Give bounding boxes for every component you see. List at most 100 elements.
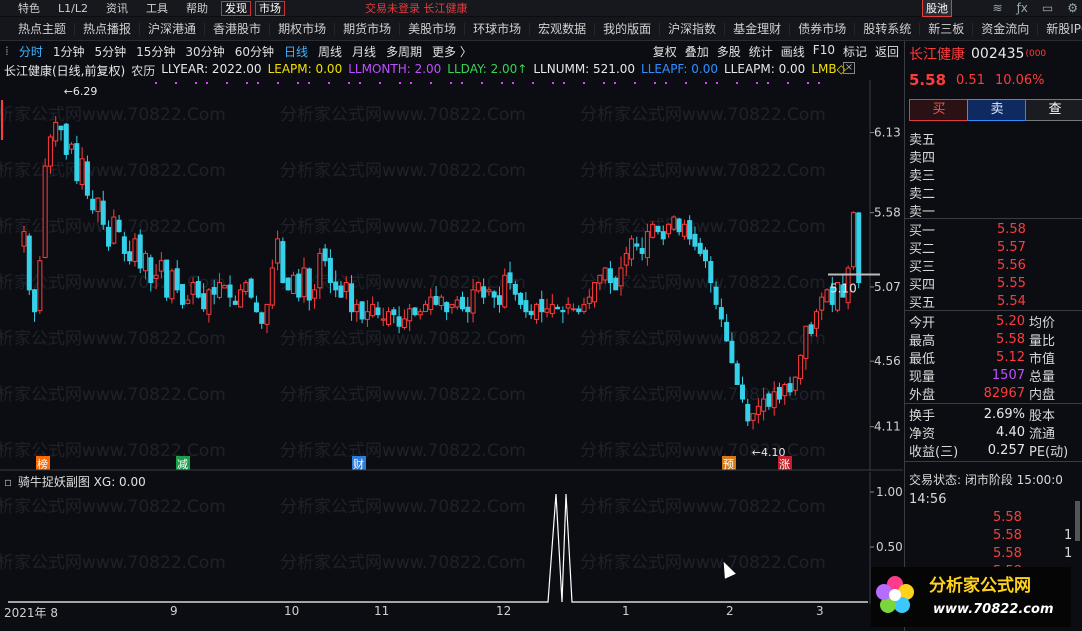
event-badge[interactable]: 预 (722, 456, 736, 471)
period-tab[interactable]: 15分钟 (136, 44, 176, 59)
candle-body (470, 289, 476, 314)
settings-icon[interactable]: ⚙ (1067, 1, 1078, 15)
candlestick-chart[interactable]: 6.13 5.58 5.07 4.56 4.11 ←6.29 ←4.10 5.10 榜 减 财 预 涨 (0, 80, 903, 471)
calendar-dot (552, 82, 554, 84)
candle-body (106, 226, 112, 247)
candle-body (544, 308, 550, 313)
menu-item-tools[interactable]: 工具 (145, 2, 168, 15)
top-menubar: 特色 L1/L2 资讯 工具 帮助 发现 市场 交易未登录 长江健康 股池 (0, 0, 1082, 17)
period-tab[interactable]: 60分钟 (234, 44, 274, 59)
x-tick-label: 2021年 8 (4, 606, 58, 620)
tool-button[interactable]: 多股 (716, 44, 741, 59)
nav-item[interactable]: 股转系统 (855, 22, 921, 35)
nav-item[interactable]: 基金理财 (725, 22, 791, 35)
period-tab[interactable]: 5分钟 (94, 44, 127, 59)
query-button[interactable]: 查 (1025, 99, 1082, 121)
nav-item[interactable]: 沪深指数 (660, 22, 726, 35)
y-tick-label: 4.56 (874, 354, 901, 368)
buy-button[interactable]: 买 (909, 99, 969, 121)
quote-panel: 长江健康 002435 (000 5.58 0.51 10.06% 买 卖 查 … (904, 41, 1082, 631)
period-tab[interactable]: 月线 (352, 44, 377, 59)
event-badge-label: 榜 (37, 457, 48, 471)
market-button[interactable]: 市场 (254, 0, 285, 16)
event-badge[interactable]: 榜 (36, 456, 50, 471)
stat-label: 内盘 (1029, 387, 1056, 403)
tool-button[interactable]: 复权 (652, 44, 677, 59)
discover-button[interactable]: 发现 (220, 0, 251, 16)
period-tab[interactable]: 分时 (18, 44, 43, 59)
calendar-dot (328, 82, 330, 84)
grid-icon[interactable]: ⁞ (5, 44, 9, 58)
candle-body (121, 236, 127, 254)
indicator-line: 长江健康(日线,前复权) 农历 LLYEAR: 2022.00 LEAPM: 0… (4, 62, 864, 80)
xg-signal-line (8, 493, 868, 603)
ask-row: 卖一 (909, 201, 1080, 220)
period-tab[interactable]: 更多 〉 (432, 44, 472, 59)
nav-item[interactable]: 新三板 (920, 22, 974, 35)
scrollbar[interactable] (1075, 501, 1080, 541)
event-badge[interactable]: 涨 (778, 456, 792, 471)
period-tab[interactable]: 周线 (317, 44, 342, 59)
monitor-icon[interactable]: ▭ (1041, 1, 1054, 15)
event-badge[interactable]: 减 (176, 456, 190, 471)
tool-button[interactable]: 返回 (874, 44, 899, 59)
candle-body (253, 302, 259, 313)
candle-body (555, 306, 561, 310)
period-tab[interactable]: 1分钟 (52, 44, 85, 59)
period-tab[interactable]: 30分钟 (185, 44, 225, 59)
candle-body (190, 282, 196, 295)
menu-item-news[interactable]: 资讯 (105, 2, 128, 15)
stat-value: 5.12 (996, 349, 1025, 365)
nav-item[interactable]: 美股市场 (400, 22, 466, 35)
tool-button[interactable]: 画线 (780, 44, 805, 59)
event-badge[interactable]: 财 (352, 456, 366, 471)
candle-body (782, 383, 788, 397)
sub-indicator-chart[interactable]: 1.00 0.50 (0, 472, 903, 604)
nav-item[interactable]: 资金流向 (973, 22, 1039, 35)
nav-item[interactable]: 香港股市 (205, 22, 271, 35)
nav-item[interactable]: 宏观数据 (530, 22, 596, 35)
candle-body (618, 267, 624, 287)
event-badge-bg (352, 456, 366, 470)
ask-row: 卖五 (909, 129, 1080, 148)
chart-close-icon[interactable]: ▫ (4, 475, 13, 489)
bid-label: 买一 (909, 223, 936, 239)
period-tab[interactable]: 多周期 (386, 44, 423, 59)
candle-body (623, 252, 629, 266)
stat-row: 今开 5.20 均价 (909, 312, 1080, 331)
stock-pool-button[interactable]: 股池 (922, 0, 952, 17)
candle-body (132, 238, 138, 262)
nav-item[interactable]: 我的版面 (595, 22, 661, 35)
candle-body (639, 248, 645, 254)
candle-body (417, 311, 423, 316)
nav-item[interactable]: 环球市场 (465, 22, 531, 35)
sell-button[interactable]: 卖 (967, 99, 1027, 121)
nav-item[interactable]: 期权市场 (270, 22, 336, 35)
nav-item[interactable]: 沪深港通 (140, 22, 206, 35)
tool-button[interactable]: 统计 (748, 44, 773, 59)
nav-item[interactable]: 热点播报 (75, 22, 141, 35)
formula-icon[interactable]: ƒx (1016, 1, 1028, 15)
chart-close-icon[interactable]: × (843, 62, 855, 74)
candle-body (143, 252, 149, 272)
tool-button[interactable]: 标记 (842, 44, 867, 59)
window-controls: ≋ ƒx ▭ ⚙ (993, 1, 1079, 15)
menu-item-help[interactable]: 帮助 (185, 2, 208, 15)
nav-item[interactable]: 热点主题 (0, 22, 76, 35)
candle-body (824, 289, 830, 303)
candle-body (306, 268, 312, 301)
nav-item[interactable]: 债券市场 (790, 22, 856, 35)
tool-button[interactable]: 叠加 (684, 44, 709, 59)
stat-value: 4.40 (996, 424, 1025, 440)
menu-item-featured[interactable]: 特色 (18, 2, 40, 15)
y-tick-label: 0.50 (876, 540, 903, 554)
period-tab[interactable]: 日线 (283, 44, 308, 59)
price-change: 0.51 (956, 72, 985, 88)
layers-icon[interactable]: ≋ (992, 1, 1003, 15)
indicator-value: LMB◇ (811, 62, 846, 76)
candle-body (565, 303, 571, 309)
tool-button[interactable]: F10 (812, 42, 835, 57)
nav-item[interactable]: 期货市场 (335, 22, 401, 35)
menu-item-l1l2[interactable]: L1/L2 (58, 1, 88, 15)
nav-item[interactable]: 新股IPO (1038, 23, 1082, 35)
